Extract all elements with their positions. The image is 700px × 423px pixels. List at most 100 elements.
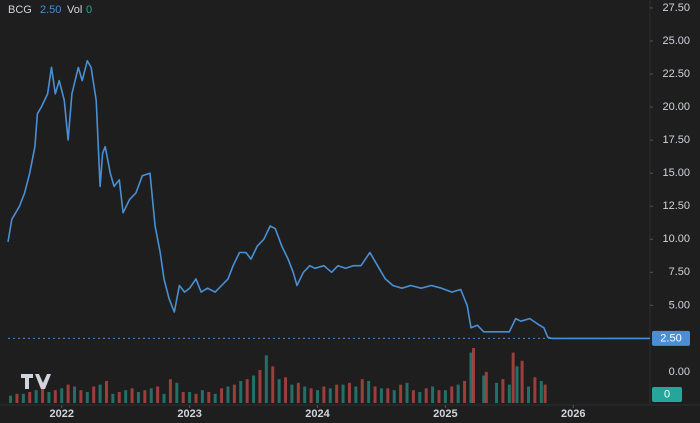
volume-bar [527,386,531,403]
volume-bar [181,392,185,403]
volume-bar [252,375,256,403]
y-tick-label: 12.50 [662,200,690,212]
volume-bar [501,379,505,403]
volume-bar [175,382,179,403]
last-price-label: 2.50 [660,332,681,344]
y-tick-label: 5.00 [669,299,690,311]
volume-bar [277,379,281,403]
volume-bar [226,386,230,403]
volume-bar [284,377,288,403]
volume-tick-label: 0.00 [669,366,690,378]
volume-bar [73,386,77,403]
volume-bar [373,386,377,403]
y-tick-label: 17.50 [662,134,690,146]
volume-bar [341,384,345,403]
volume-bar [484,371,488,403]
volume-bar [539,381,543,403]
volume-bar [322,386,326,403]
x-tick-label: 2024 [305,408,330,420]
volume-bar [507,384,511,403]
volume-bar [239,381,243,403]
y-tick-label: 10.00 [662,233,690,245]
volume-bar [188,392,192,403]
volume-bar [117,392,121,403]
volume-bar [9,395,13,403]
volume-bar [379,388,383,403]
header-volume: 0 [86,4,92,16]
volume-bar [469,352,473,403]
y-tick-label: 15.00 [662,167,690,179]
volume-bar [220,388,224,403]
volume-bar [79,390,83,403]
volume-bar [143,390,147,403]
volume-bar [456,384,460,403]
volume-bar [463,381,467,403]
volume-bar [543,384,547,403]
volume-label: Vol [67,4,82,16]
volume-bar [290,384,294,403]
header-price: 2.50 [40,4,61,16]
y-tick-label: 20.00 [662,101,690,113]
volume-bar [232,384,236,403]
volume-bar [303,386,307,403]
volume-bar [411,390,415,403]
volume-bar [335,384,339,403]
volume-bar [450,386,454,403]
volume-bar [34,390,38,403]
volume-bar [392,390,396,403]
volume-bar [482,375,486,403]
volume-bar [28,392,32,403]
volume-bar [53,390,57,403]
x-tick-label: 2023 [177,408,201,420]
volume-bar [162,393,166,403]
y-tick-label: 22.50 [662,68,690,80]
volume-bar [367,381,371,403]
volume-bar [354,386,358,403]
volume-bar [328,388,332,403]
last-volume-label: 0 [664,388,670,400]
volume-bar [149,388,153,403]
volume-bar [399,384,403,403]
volume-bar [92,386,96,403]
volume-bar [296,382,300,403]
last-price-box [652,330,690,346]
volume-bar [315,390,319,403]
last-volume-box [652,387,682,402]
volume-bar [405,382,409,403]
volume-bar [21,393,25,403]
volume-bar [60,388,64,403]
price-pane [7,60,650,340]
y-tick-label: 25.00 [662,35,690,47]
logo [21,374,51,389]
volume-bar [213,393,217,403]
x-tick-label: 2025 [433,408,457,420]
volume-bar [533,377,537,403]
volume-bar [360,379,364,403]
volume-bar [347,382,351,403]
volume-bar [124,390,128,403]
volume-bar [245,379,249,403]
volume-bar [271,366,275,403]
volume-bar [104,381,108,403]
volume-bar [136,392,140,403]
y-tick-label: 7.50 [669,266,690,278]
volume-bar [47,392,51,403]
logo-mark [21,374,51,389]
y-tick-label: 27.50 [662,2,690,14]
ticker: BCG [8,4,32,16]
volume-bar [85,392,89,403]
x-tick-label: 2026 [561,408,585,420]
volume-bar [111,393,115,403]
volume-bar [309,388,313,403]
volume-bar [443,390,447,403]
volume-bar [98,384,102,403]
volume-bar [207,392,211,403]
volume-bar [431,386,435,403]
volume-bar [495,382,499,403]
volume-bar [194,393,198,403]
volume-bar [156,386,160,403]
volume-bar [472,348,476,403]
volume-bar [511,352,515,403]
